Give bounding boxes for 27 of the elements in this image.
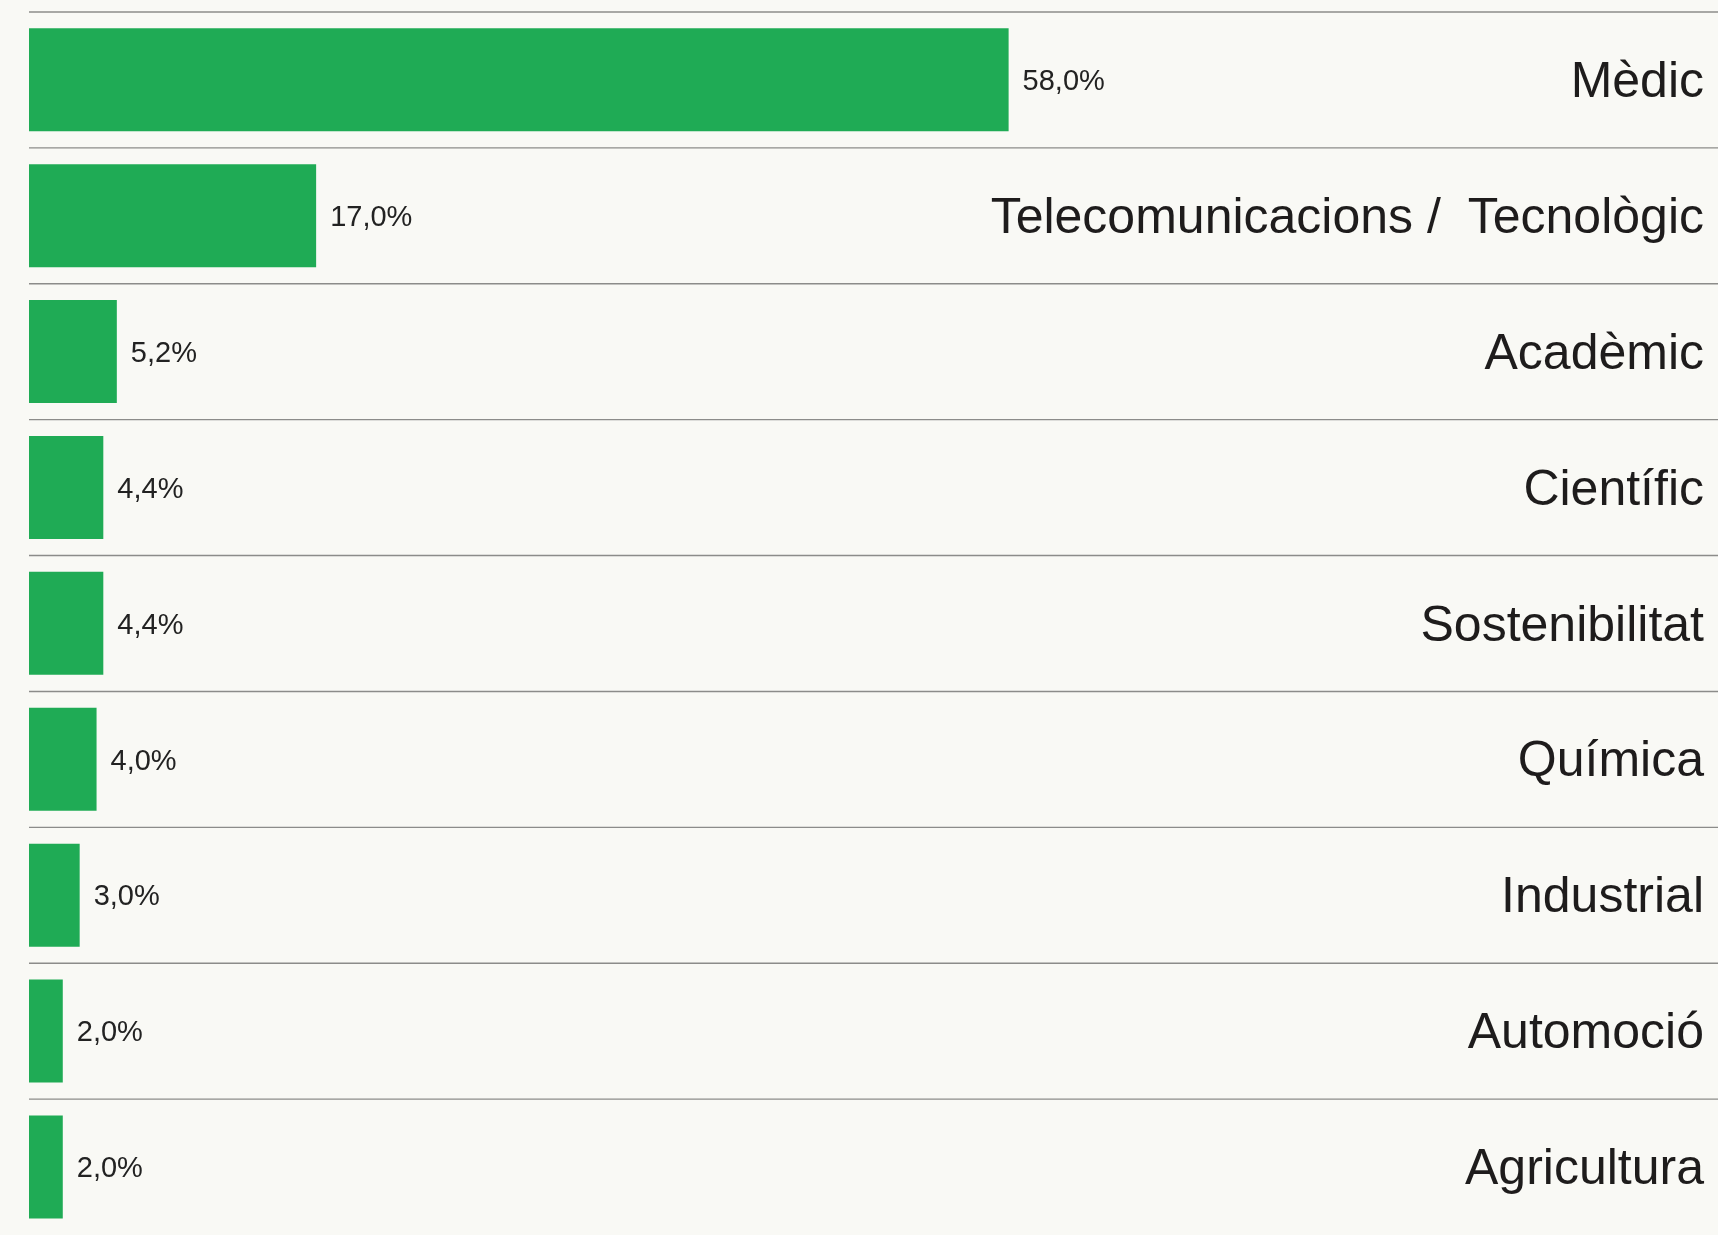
bar xyxy=(29,707,97,811)
data-label: 2,0% xyxy=(76,1015,143,1048)
data-label: 4,0% xyxy=(110,743,177,776)
y-tick-label: Industrial xyxy=(1501,867,1704,924)
y-tick-label: Mèdic xyxy=(1570,51,1704,108)
y-tick-label: Automoció xyxy=(1467,1003,1704,1060)
data-label: 58,0% xyxy=(1022,64,1105,97)
data-label: 4,4% xyxy=(117,607,184,640)
data-label: 3,0% xyxy=(93,879,160,912)
bar xyxy=(29,28,1009,132)
data-label: 4,4% xyxy=(117,471,184,504)
y-tick-label: Química xyxy=(1517,731,1705,788)
bar xyxy=(29,1115,63,1219)
y-tick-label: Acadèmic xyxy=(1484,323,1704,380)
data-label: 5,2% xyxy=(130,335,197,368)
bar xyxy=(29,979,63,1083)
y-tick-label: Agricultura xyxy=(1465,1139,1705,1196)
data-label: 17,0% xyxy=(330,199,413,232)
data-label: 2,0% xyxy=(76,1151,143,1184)
y-tick-label: Sostenibilitat xyxy=(1420,595,1705,652)
bar xyxy=(29,300,117,404)
y-tick-label: Científic xyxy=(1523,459,1704,516)
bar xyxy=(29,164,317,268)
bar xyxy=(29,571,104,675)
bar xyxy=(29,843,80,947)
bar xyxy=(29,435,104,539)
y-tick-label: Telecomunicacions / Tecnològic xyxy=(990,187,1704,244)
